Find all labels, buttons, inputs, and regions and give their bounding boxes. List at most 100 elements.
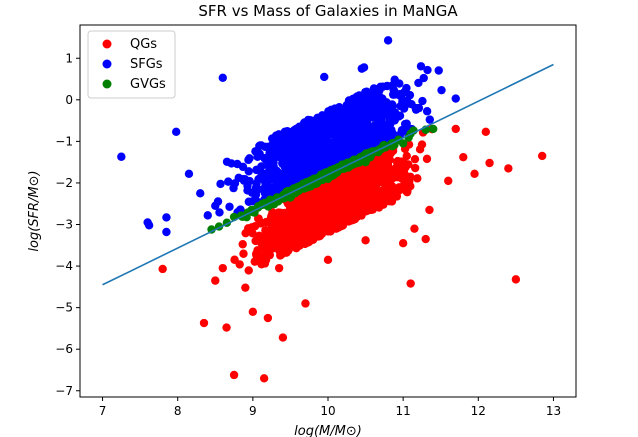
legend-label-gvgs: GVGs xyxy=(130,77,166,92)
data-point-sfgs xyxy=(319,157,329,166)
data-point-qgs xyxy=(511,275,521,284)
legend-marker-sfgs xyxy=(102,59,112,69)
data-point-qgs xyxy=(421,234,430,244)
data-point-sfgs xyxy=(225,202,234,211)
data-point-sfgs xyxy=(334,123,343,133)
data-point-sfgs xyxy=(422,107,432,116)
data-point-sfgs xyxy=(196,189,205,198)
data-point-qgs xyxy=(374,198,384,208)
data-point-sfgs xyxy=(377,123,387,132)
y-tick-label: 1 xyxy=(65,51,73,65)
data-point-qgs xyxy=(303,195,312,204)
data-point-qgs xyxy=(356,186,366,195)
data-point-qgs xyxy=(422,154,432,164)
data-point-qgs xyxy=(266,213,276,222)
x-axis-label: log(M/M⊙) xyxy=(294,424,362,437)
data-point-qgs xyxy=(388,174,397,183)
data-point-qgs xyxy=(211,276,220,285)
data-point-qgs xyxy=(330,189,339,198)
data-point-sfgs xyxy=(388,101,398,111)
data-point-qgs xyxy=(485,158,494,168)
data-point-sfgs xyxy=(265,150,274,160)
data-point-sfgs xyxy=(296,133,306,143)
data-point-sfgs xyxy=(293,156,303,166)
data-point-qgs xyxy=(318,209,328,219)
data-point-sfgs xyxy=(383,36,393,45)
data-point-qgs xyxy=(324,205,334,214)
y-tick-label: −2 xyxy=(55,176,73,190)
data-point-qgs xyxy=(350,200,359,209)
data-point-sfgs xyxy=(358,128,367,137)
data-point-qgs xyxy=(361,236,370,245)
y-tick-label: −7 xyxy=(55,384,73,398)
data-point-qgs xyxy=(266,227,275,236)
data-point-sfgs xyxy=(388,128,397,138)
data-point-qgs xyxy=(280,226,289,236)
data-point-sfgs xyxy=(369,84,379,93)
data-point-qgs xyxy=(410,224,419,233)
data-point-sfgs xyxy=(229,183,238,193)
data-point-sfgs xyxy=(423,65,432,75)
data-point-qgs xyxy=(315,227,325,236)
data-point-gvgs xyxy=(286,193,295,202)
data-point-qgs xyxy=(244,266,253,275)
data-point-sfgs xyxy=(352,92,362,101)
data-point-sfgs xyxy=(251,183,261,193)
data-point-qgs xyxy=(444,176,453,186)
data-point-gvgs xyxy=(429,124,438,134)
data-point-sfgs xyxy=(162,213,171,222)
x-tick-label: 12 xyxy=(471,404,486,418)
y-tick-label: 0 xyxy=(65,93,73,107)
data-point-qgs xyxy=(218,263,227,273)
x-tick-label: 7 xyxy=(99,404,107,418)
data-point-qgs xyxy=(389,188,398,197)
data-point-qgs xyxy=(235,260,244,269)
data-point-sfgs xyxy=(434,66,443,75)
data-point-sfgs xyxy=(256,141,265,150)
data-point-sfgs xyxy=(342,144,351,154)
data-point-qgs xyxy=(259,374,269,383)
data-point-qgs xyxy=(285,242,294,252)
data-point-sfgs xyxy=(358,113,367,123)
legend-marker-qgs xyxy=(102,39,112,49)
data-point-qgs xyxy=(398,239,408,248)
data-point-qgs xyxy=(276,208,285,218)
data-point-qgs xyxy=(402,151,411,161)
data-point-qgs xyxy=(323,194,333,204)
data-point-sfgs xyxy=(269,162,278,171)
data-point-sfgs xyxy=(303,127,312,136)
data-point-qgs xyxy=(393,156,402,166)
data-point-qgs xyxy=(241,283,250,292)
y-tick-label: −4 xyxy=(55,259,73,273)
data-point-gvgs xyxy=(207,225,216,234)
data-point-sfgs xyxy=(414,78,423,88)
data-point-qgs xyxy=(294,218,304,228)
data-point-sfgs xyxy=(257,162,266,171)
data-point-qgs xyxy=(413,174,422,183)
data-point-qgs xyxy=(470,169,479,178)
data-point-sfgs xyxy=(425,115,435,124)
data-point-qgs xyxy=(247,224,256,233)
fit-line-layer xyxy=(102,63,554,286)
legend-label-qgs: QGs xyxy=(130,37,157,52)
data-point-sfgs xyxy=(162,227,171,237)
data-point-qgs xyxy=(199,318,209,328)
data-point-sfgs xyxy=(378,131,388,141)
data-point-qgs xyxy=(338,209,347,218)
data-point-qgs xyxy=(248,307,258,316)
data-point-qgs xyxy=(254,214,263,223)
x-tick-label: 13 xyxy=(546,404,561,418)
data-point-sfgs xyxy=(276,153,285,162)
legend: QGs SFGs GVGs xyxy=(87,30,176,99)
data-point-sfgs xyxy=(335,137,344,147)
data-point-qgs xyxy=(481,127,491,137)
data-point-qgs xyxy=(335,199,345,208)
data-point-sfgs xyxy=(359,63,369,72)
data-point-sfgs xyxy=(416,62,426,71)
data-point-qgs xyxy=(343,175,352,184)
data-point-sfgs xyxy=(233,159,242,169)
data-point-sfgs xyxy=(282,157,292,167)
data-point-sfgs xyxy=(270,172,279,181)
y-axis-label: log(SFR/M⊙) xyxy=(27,170,42,251)
